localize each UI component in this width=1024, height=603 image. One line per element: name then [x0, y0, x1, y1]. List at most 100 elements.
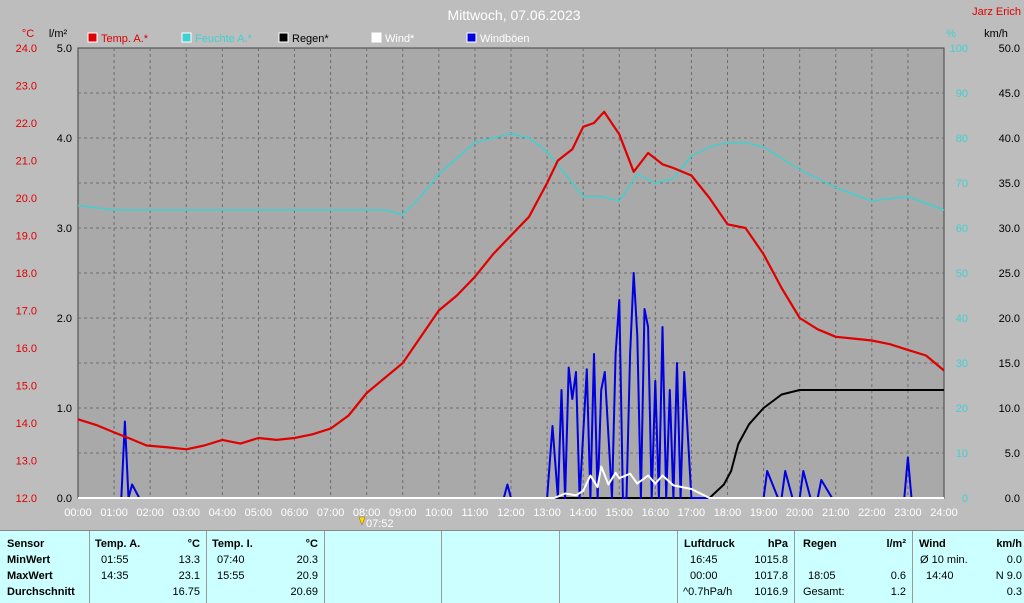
temp-indoor-avg-value: 20.69 [290, 586, 318, 598]
temp-indoor-max-time: 15:55 [217, 570, 245, 582]
humidity-tick-label: 30 [956, 358, 968, 370]
statistics-panel: Sensor MinWert MaxWert Durchschnitt Temp… [0, 530, 1024, 603]
time-tick-label: 15:00 [605, 507, 633, 519]
temp-tick-label: 19.0 [16, 231, 37, 243]
rain-max-value: 0.6 [890, 570, 906, 582]
wind-max-value: N 9.0 [995, 570, 1022, 582]
humidity-tick-label: 10 [956, 448, 968, 460]
sensor-column: Sensor MinWert MaxWert Durchschnitt [0, 531, 90, 603]
time-tick-label: 10:00 [425, 507, 453, 519]
legend-swatch-rain [278, 32, 289, 43]
pressure-avg-value: 1016.9 [754, 586, 788, 598]
rain-tick-label: 3.0 [57, 223, 72, 235]
humidity-tick-label: 0 [962, 493, 968, 505]
temp-tick-label: 12.0 [16, 493, 37, 505]
humidity-tick-label: 90 [956, 88, 968, 100]
humidity-tick-label: 100 [950, 43, 968, 55]
temp-tick-label: 14.0 [16, 418, 37, 430]
rain-axis: 0.0 1.0 2.0 3.0 4.0 5.0 [57, 43, 72, 505]
row-label-avg: Durchschnitt [7, 586, 75, 598]
temp-outdoor-min-time: 01:55 [101, 554, 129, 566]
temp-tick-label: 22.0 [16, 118, 37, 130]
pressure-unit: hPa [767, 538, 788, 550]
time-tick-label: 02:00 [136, 507, 164, 519]
wind-tick-label: 30.0 [999, 223, 1020, 235]
wind-avg10-value: 0.0 [1006, 554, 1022, 566]
time-axis: 00:00 01:00 02:00 03:00 04:00 05:00 06:00 07:00… [64, 507, 958, 519]
rain-max-time: 18:05 [808, 570, 836, 582]
time-tick-label: 05:00 [245, 507, 273, 519]
temp-outdoor-max-time: 14:35 [101, 570, 129, 582]
temp-outdoor-unit: °C [187, 538, 200, 550]
time-tick-label: 23:00 [894, 507, 922, 519]
time-tick-label: 21:00 [822, 507, 850, 519]
grid [78, 48, 944, 498]
row-label-max: MaxWert [7, 570, 53, 582]
rain-tick-label: 2.0 [57, 313, 72, 325]
time-tick-label: 03:00 [172, 507, 200, 519]
author-label: Jarz Erich [972, 6, 1021, 18]
sun-icon [358, 516, 366, 526]
pressure-max-value: 1017.8 [754, 570, 788, 582]
time-tick-label: 19:00 [750, 507, 778, 519]
empty-column-1 [324, 531, 442, 603]
temp-indoor-unit: °C [305, 538, 318, 550]
humidity-tick-label: 50 [956, 268, 968, 280]
temp-outdoor-max-value: 23.1 [178, 570, 200, 582]
rain-header: Regen [803, 538, 837, 550]
time-tick-label: 08:00 [353, 507, 381, 519]
legend-label-gust: Windböen [480, 33, 530, 45]
humidity-tick-label: 20 [956, 403, 968, 415]
series-line-temp [77, 110, 945, 451]
wind-tick-label: 25.0 [999, 268, 1020, 280]
legend-swatch-temp [87, 32, 98, 43]
legend-label-temp: Temp. A.* [101, 33, 149, 45]
rain-tick-label: 1.0 [57, 403, 72, 415]
temp-indoor-max-value: 20.9 [296, 570, 318, 582]
humidity-tick-label: 60 [956, 223, 968, 235]
empty-column-2 [441, 531, 560, 603]
pressure-trend: ^0.7hPa/h [683, 586, 733, 598]
time-tick-label: 16:00 [642, 507, 670, 519]
series-line-rain [78, 389, 944, 499]
temp-indoor-header: Temp. I. [212, 538, 253, 550]
temp-tick-label: 20.0 [16, 193, 37, 205]
time-tick-label: 11:00 [462, 507, 489, 519]
temp-indoor-min-value: 20.3 [296, 554, 318, 566]
rain-tick-label: 5.0 [57, 43, 72, 55]
legend-label-rain: Regen* [292, 33, 329, 45]
pressure-column: Luftdruck hPa 16:45 1015.8 00:00 1017.8 ^0… [677, 531, 795, 603]
time-tick-label: 17:00 [678, 507, 706, 519]
temp-outdoor-min-value: 13.3 [178, 554, 200, 566]
time-tick-label: 01:00 [100, 507, 128, 519]
wind-header: Wind [919, 538, 946, 550]
legend-label-humidity: Feuchte A.* [195, 33, 253, 45]
pressure-max-time: 00:00 [690, 570, 718, 582]
wind-tick-label: 40.0 [999, 133, 1020, 145]
time-tick-label: 07:00 [317, 507, 345, 519]
wind-avg10-label: Ø 10 min. [920, 554, 968, 566]
chart-title: Mittwoch, 07.06.2023 [447, 7, 580, 23]
row-label-min: MinWert [7, 554, 51, 566]
rain-total-label: Gesamt: [803, 586, 845, 598]
rain-unit: l/m² [886, 538, 906, 550]
humidity-tick-label: 80 [956, 133, 968, 145]
legend-swatch-gust [466, 32, 477, 43]
humidity-axis: 0 10 20 30 40 50 60 70 80 90 100 [950, 43, 968, 505]
time-tick-label: 20:00 [786, 507, 814, 519]
wind-unit-label: km/h [984, 28, 1008, 40]
wind-unit: km/h [996, 538, 1022, 550]
temp-outdoor-avg-value: 16.75 [172, 586, 200, 598]
rain-tick-label: 0.0 [57, 493, 72, 505]
temp-tick-label: 18.0 [16, 268, 37, 280]
wind-tick-label: 0.0 [1005, 493, 1020, 505]
series-line-humidity [77, 132, 945, 216]
wind-tick-label: 10.0 [999, 403, 1020, 415]
time-tick-label: 12:00 [497, 507, 525, 519]
pressure-header: Luftdruck [684, 538, 735, 550]
time-tick-label: 04:00 [209, 507, 237, 519]
temp-unit-label: °C [22, 28, 34, 40]
wind-tick-label: 45.0 [999, 88, 1020, 100]
temp-indoor-column: Temp. I. °C 07:40 20.3 15:55 20.9 20.69 [206, 531, 325, 603]
